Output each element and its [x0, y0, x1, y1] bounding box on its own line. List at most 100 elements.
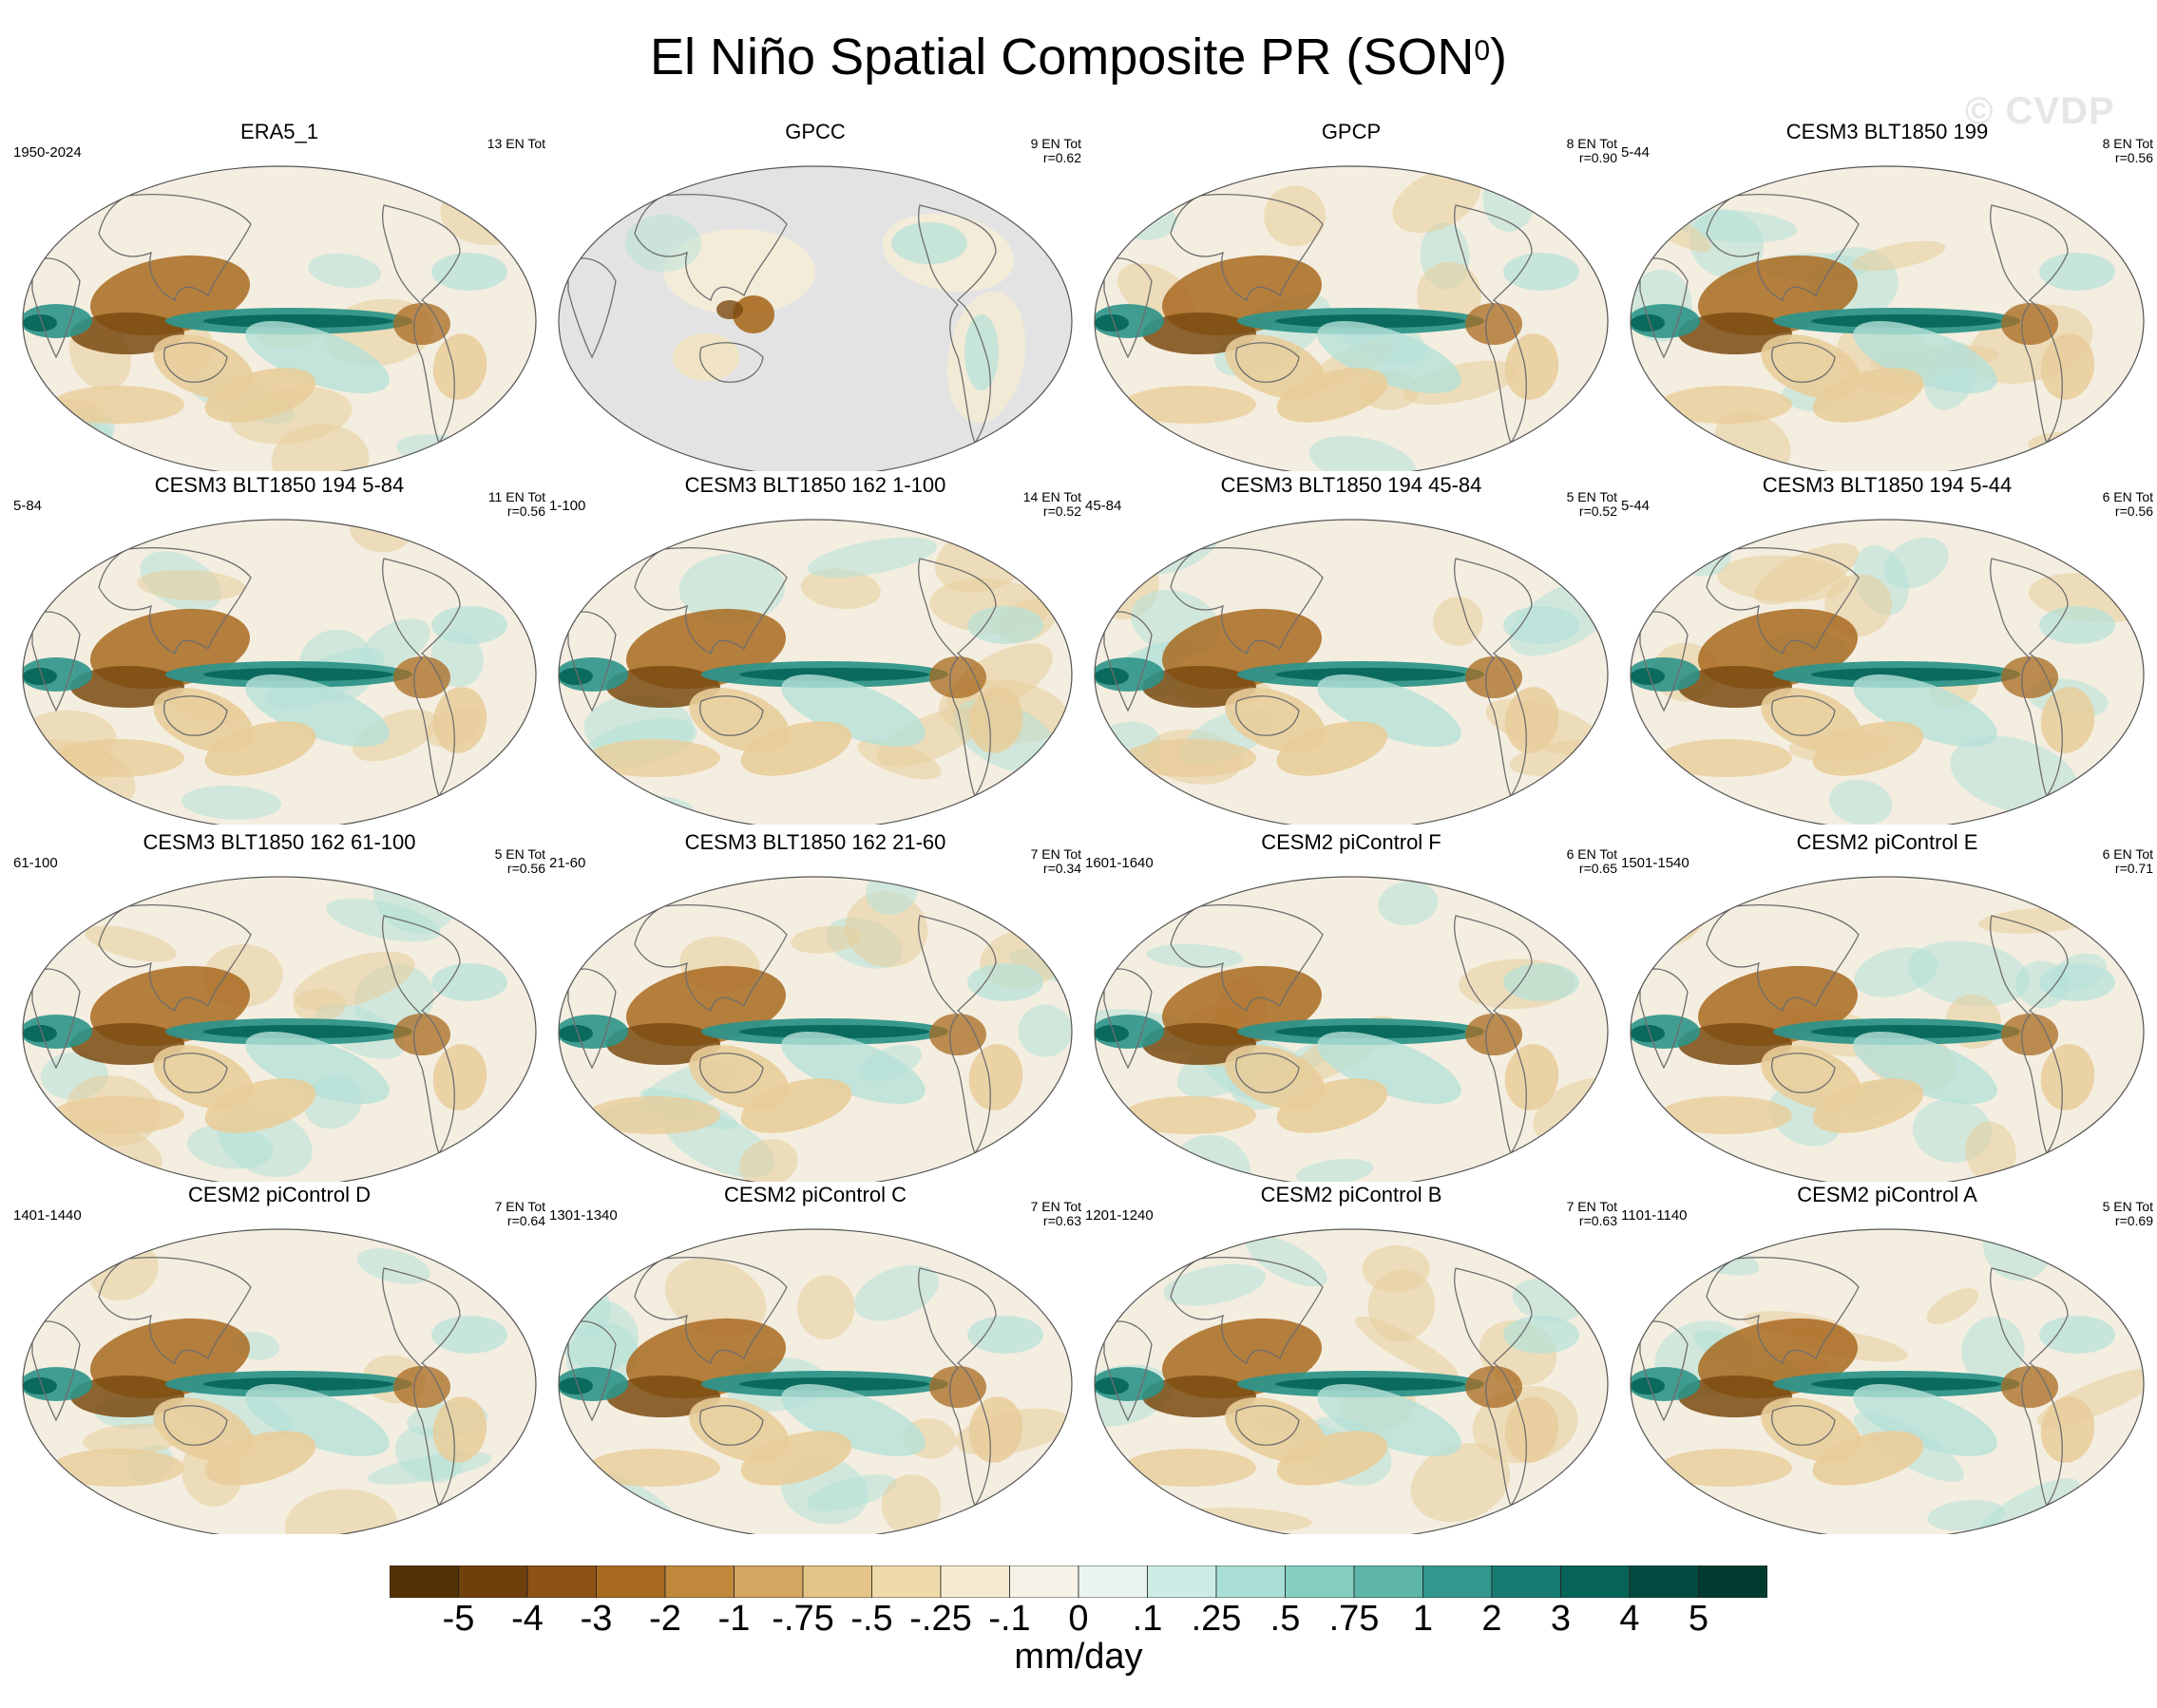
precip-map	[1630, 519, 2145, 825]
map-panel: CESM3 BLT1850 162 61-100 61-100 5 EN Tot r=…	[13, 830, 545, 1182]
panel-period: 1101-1140	[1621, 1207, 1688, 1224]
map-panel: CESM2 piControl C 1301-1340 7 EN Tot r=0.63	[549, 1183, 1081, 1534]
pattern-correlation: r=0.52	[1042, 503, 1081, 519]
panel-title: GPCC	[785, 120, 846, 143]
panel-title: ERA5_1	[240, 120, 318, 143]
colorbar-swatch	[1285, 1566, 1355, 1598]
precip-map	[1630, 876, 2145, 1182]
panel-stats: 7 EN Tot r=0.34	[1031, 847, 1081, 876]
panel-title: CESM3 BLT1850 162 21-60	[684, 830, 946, 854]
colorbar-swatch	[596, 1566, 666, 1598]
colorbar-swatch	[1698, 1566, 1767, 1598]
colorbar-tick-label: .25	[1191, 1599, 1242, 1639]
panel-period: 1301-1340	[549, 1207, 618, 1224]
precip-map	[1094, 165, 1609, 471]
precip-map	[22, 519, 537, 825]
colorbar-swatch	[940, 1566, 1010, 1598]
pattern-correlation: r=0.69	[2114, 1213, 2153, 1228]
map-panel: CESM2 piControl B 1201-1240 7 EN Tot r=0.63	[1085, 1183, 1617, 1534]
panel-title: CESM2 piControl F	[1261, 830, 1441, 854]
panel-stats: 13 EN Tot	[487, 137, 545, 151]
panel-period: 5-44	[1621, 144, 1651, 161]
panel-stats: 11 EN Tot r=0.56	[488, 490, 545, 519]
pattern-correlation: r=0.56	[2114, 150, 2153, 165]
pattern-correlation: r=0.56	[506, 861, 545, 876]
colorbar-tick-label: -.5	[850, 1599, 893, 1639]
map-panel: ERA5_1 1950-2024 13 EN Tot	[13, 120, 545, 471]
colorbar-swatch	[871, 1566, 942, 1598]
colorbar-swatch	[1215, 1566, 1286, 1598]
pattern-correlation: r=0.62	[1042, 150, 1081, 165]
colorbar-swatch	[1353, 1566, 1423, 1598]
precip-map	[22, 876, 537, 1182]
event-count: 7 EN Tot	[494, 1199, 545, 1214]
panel-title: CESM2 piControl A	[1797, 1183, 1977, 1206]
colorbar-tick-label: -4	[511, 1599, 544, 1639]
colorbar-tick-label: 4	[1619, 1599, 1640, 1639]
precip-map	[1630, 165, 2145, 471]
precip-map	[558, 165, 1073, 471]
panel-title: CESM3 BLT1850 194 45-84	[1220, 473, 1482, 497]
map-panel: CESM3 BLT1850 194 5-44 5-44 6 EN Tot r=0.56	[1621, 473, 2153, 825]
event-count: 13 EN Tot	[487, 136, 545, 151]
colorbar-tick-label: .5	[1269, 1599, 1301, 1639]
panel-title: GPCP	[1321, 120, 1382, 143]
colorbar-tick-label: 2	[1481, 1599, 1502, 1639]
colorbar-tick-label: 5	[1688, 1599, 1709, 1639]
colorbar-swatch	[802, 1566, 872, 1598]
panel-stats: 7 EN Tot r=0.63	[1031, 1200, 1081, 1228]
colorbar	[390, 1566, 1767, 1598]
watermark: © CVDP	[1965, 90, 2115, 132]
panel-period: 1501-1540	[1621, 855, 1689, 871]
panel-title: CESM2 piControl E	[1796, 830, 1978, 854]
colorbar-tick-label: -.1	[988, 1599, 1031, 1639]
colorbar-swatch	[734, 1566, 804, 1598]
event-count: 6 EN Tot	[1566, 846, 1617, 862]
colorbar-swatch	[390, 1566, 459, 1598]
pattern-correlation: r=0.34	[1042, 861, 1081, 876]
panel-period: 1201-1240	[1085, 1207, 1154, 1224]
panel-title: CESM3 BLT1850 162 1-100	[684, 473, 946, 497]
panel-title: CESM3 BLT1850 194 5-84	[154, 473, 405, 497]
event-count: 14 EN Tot	[1022, 489, 1081, 504]
event-count: 7 EN Tot	[1030, 1199, 1081, 1214]
panel-title: CESM2 piControl D	[188, 1183, 371, 1206]
colorbar-tick-label: -5	[442, 1599, 475, 1639]
panel-stats: 7 EN Tot r=0.63	[1567, 1200, 1617, 1228]
colorbar-tick-label: -2	[649, 1599, 681, 1639]
map-panel: CESM3 BLT1850 162 21-60 21-60 7 EN Tot r=0.…	[549, 830, 1081, 1182]
map-panel: CESM3 BLT1850 194 45-84 45-84 5 EN Tot r=0.…	[1085, 473, 1617, 825]
map-panel: GPCP 8 EN Tot r=0.90	[1085, 120, 1617, 471]
panel-title: CESM3 BLT1850 194 5-44	[1762, 473, 2013, 497]
colorbar-swatch	[1560, 1566, 1631, 1598]
panel-stats: 6 EN Tot r=0.71	[2103, 847, 2153, 876]
precip-map	[1094, 1228, 1609, 1534]
event-count: 8 EN Tot	[1566, 136, 1617, 151]
event-count: 5 EN Tot	[2102, 1199, 2153, 1214]
page-title: El Niño Spatial Composite PR (SON0)	[650, 28, 1507, 85]
pattern-correlation: r=0.56	[506, 503, 545, 519]
event-count: 7 EN Tot	[1030, 846, 1081, 862]
panel-stats: 7 EN Tot r=0.64	[495, 1200, 545, 1228]
colorbar-tick-label: -1	[717, 1599, 751, 1639]
colorbar-tick-label: .75	[1328, 1599, 1380, 1639]
colorbar-swatch	[1491, 1566, 1561, 1598]
map-panel: CESM3 BLT1850 162 1-100 1-100 14 EN Tot r=0…	[549, 473, 1081, 825]
colorbar-swatch	[1629, 1566, 1699, 1598]
pattern-correlation: r=0.52	[1578, 503, 1617, 519]
panel-period: 1401-1440	[13, 1207, 82, 1224]
map-panel: CESM2 piControl A 1101-1140 5 EN Tot r=0.69	[1621, 1183, 2153, 1534]
panel-period: 61-100	[13, 855, 58, 871]
panel-period: 1-100	[549, 498, 586, 514]
colorbar-swatch	[526, 1566, 597, 1598]
panel-period: 5-44	[1621, 498, 1651, 514]
panel-period: 1601-1640	[1085, 855, 1154, 871]
panel-title: CESM3 BLT1850 199	[1785, 120, 1989, 143]
colorbar-tick-label: 1	[1412, 1599, 1434, 1639]
event-count: 6 EN Tot	[2102, 846, 2153, 862]
pattern-correlation: r=0.56	[2114, 503, 2153, 519]
precip-map	[1630, 1228, 2145, 1534]
colorbar-swatch	[1422, 1566, 1493, 1598]
pattern-correlation: r=0.63	[1042, 1213, 1081, 1228]
precip-map	[558, 519, 1073, 825]
